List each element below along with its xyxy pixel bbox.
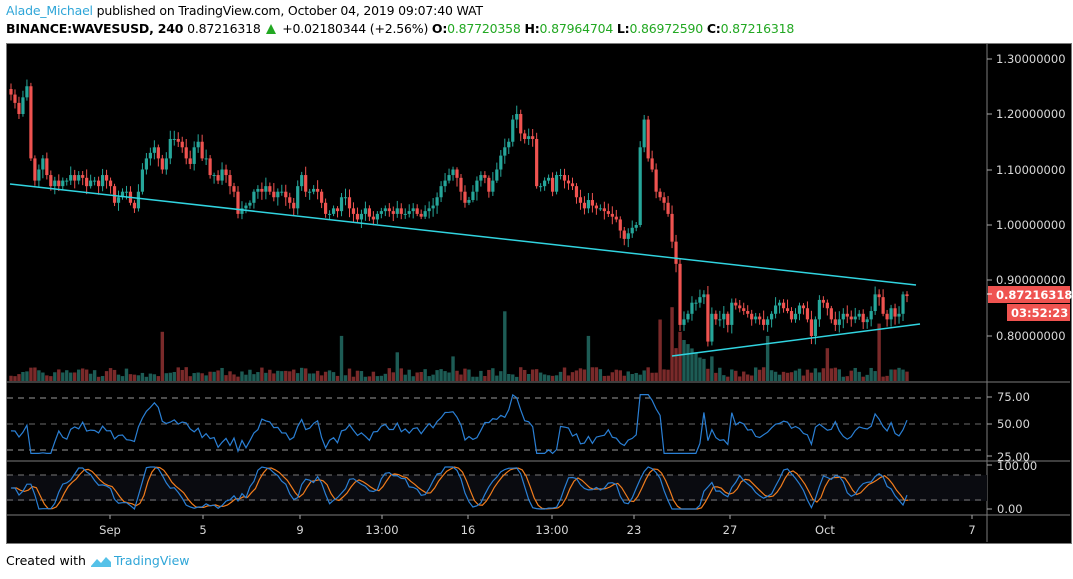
open-label: O: xyxy=(431,21,448,36)
rsi-levels xyxy=(7,397,985,451)
price-change: +0.02180344 (+2.56%) xyxy=(282,21,429,36)
published-text: published on TradingView.com, October 04… xyxy=(92,3,483,18)
time-tick: 13:00 xyxy=(535,523,568,537)
stoch-d-line xyxy=(12,466,909,510)
descending-trendline[interactable] xyxy=(9,183,917,286)
price-axis[interactable]: 1.30000000 1.20000000 1.10000000 1.00000… xyxy=(987,52,1066,343)
tradingview-logo-icon xyxy=(90,557,111,567)
rsi-tick: 25.00 xyxy=(997,450,1030,464)
footer: Created with TradingView xyxy=(6,553,190,568)
time-tick: Sep xyxy=(99,523,121,537)
price-tick: 0.80000000 xyxy=(996,329,1066,343)
rsi-tick: 50.00 xyxy=(997,417,1030,431)
countdown-text: 03:52:23 xyxy=(1011,306,1068,320)
rsi-tick: 75.00 xyxy=(997,390,1030,404)
current-price-tag xyxy=(988,286,1070,303)
low-value: 0.86972590 xyxy=(629,21,704,36)
time-tick: 27 xyxy=(723,523,738,537)
time-tick: 23 xyxy=(627,523,642,537)
time-tick: 9 xyxy=(296,523,303,537)
time-tick: 5 xyxy=(199,523,206,537)
time-tick: 13:00 xyxy=(365,523,398,537)
time-tick: 7 xyxy=(968,523,975,537)
symbol-legend: BINANCE:WAVESUSD, 240 0.87216318 +0.0218… xyxy=(6,21,794,36)
current-price-text: 0.87216318 xyxy=(996,288,1072,302)
price-tick: 1.10000000 xyxy=(996,163,1066,177)
stoch-axis: 100.00 0.00 xyxy=(987,459,1037,516)
countdown-tag xyxy=(1007,304,1070,321)
rsi-axis: 75.00 50.00 25.00 xyxy=(987,390,1030,464)
stoch-tick: 100.00 xyxy=(997,459,1037,473)
time-tick: Oct xyxy=(815,523,835,537)
last-price: 0.87216318 xyxy=(187,21,261,36)
time-axis[interactable]: Sep 5 9 13:00 16 13:00 23 27 Oct 7 xyxy=(99,515,976,537)
volume-bars xyxy=(9,307,909,381)
price-tick: 0.90000000 xyxy=(996,273,1066,287)
open-value: 0.87720358 xyxy=(447,21,521,36)
price-tick: 1.20000000 xyxy=(996,107,1066,121)
rsi-line xyxy=(10,393,908,455)
stoch-band xyxy=(7,475,987,501)
stoch-tick: 0.00 xyxy=(997,502,1023,516)
symbol-label[interactable]: BINANCE:WAVESUSD, 240 xyxy=(6,21,184,36)
ascending-trendline[interactable] xyxy=(671,323,921,357)
publish-info: Alade_Michael published on TradingView.c… xyxy=(6,3,483,18)
stoch-k-line xyxy=(11,466,908,511)
tradingview-brand-link[interactable]: TradingView xyxy=(113,553,190,568)
time-tick: 16 xyxy=(461,523,476,537)
price-tick: 1.30000000 xyxy=(996,52,1066,66)
high-value: 0.87964704 xyxy=(539,21,614,36)
created-with-text: Created with xyxy=(6,553,86,568)
author-link[interactable]: Alade_Michael xyxy=(6,3,93,18)
price-tick: 1.00000000 xyxy=(996,218,1066,232)
low-label: L: xyxy=(616,21,630,36)
high-label: H: xyxy=(524,21,540,36)
price-candles xyxy=(9,79,909,347)
close-value: 0.87216318 xyxy=(720,21,795,36)
up-triangle-icon xyxy=(266,24,277,34)
close-label: C: xyxy=(706,21,721,36)
stoch-levels xyxy=(7,474,985,501)
